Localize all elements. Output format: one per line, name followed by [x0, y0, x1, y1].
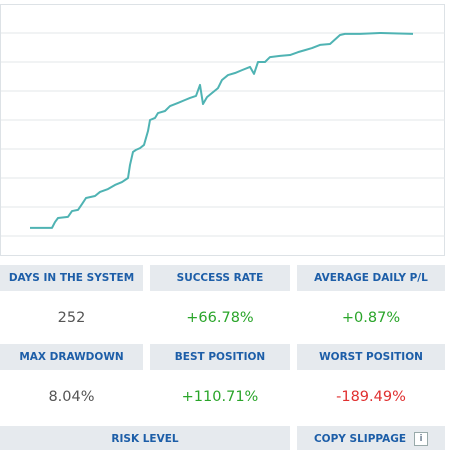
stat-value: 252 [57, 310, 86, 326]
stat-label: SUCCESS RATE [150, 265, 290, 291]
stat-value: +66.78% [186, 310, 254, 326]
stat-label: WORST POSITION [297, 344, 445, 370]
risk-text: RISK LEVEL [111, 433, 179, 445]
stat-label: BEST POSITION [150, 344, 290, 370]
slippage-text: COPY SLIPPAGE [313, 433, 407, 445]
stat-label: AVERAGE DAILY P/L [297, 265, 445, 291]
equity-line [30, 32, 414, 229]
stat-value: +0.87% [341, 310, 401, 326]
info-icon[interactable]: i [414, 432, 429, 446]
stat-value: -189.49% [336, 389, 406, 405]
risk-label: RISK LEVEL [0, 426, 290, 450]
stat-label: MAX DRAWDOWN [0, 344, 143, 370]
chart [0, 4, 445, 256]
slippage-label[interactable]: COPY SLIPPAGE i [297, 426, 445, 450]
stat-value: 8.04% [48, 389, 95, 405]
stat-label: DAYS IN THE SYSTEM [0, 265, 143, 291]
stat-value: +110.71% [181, 389, 259, 405]
chart-frame [0, 4, 445, 256]
